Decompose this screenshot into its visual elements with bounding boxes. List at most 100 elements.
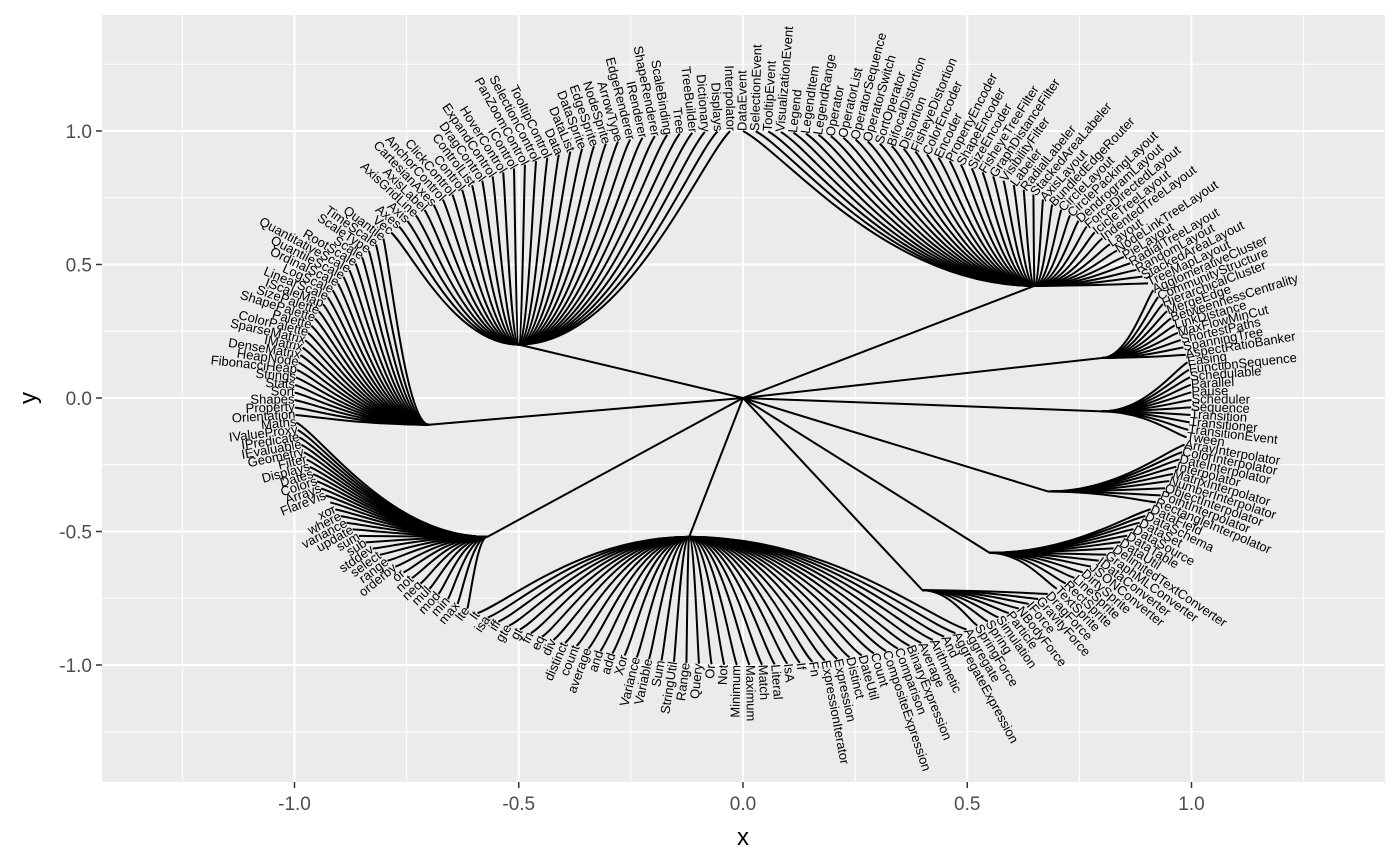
leaf-label: Pause (1191, 383, 1228, 399)
leaf-edge (518, 134, 669, 346)
leaf-label: Sequence (1191, 399, 1250, 416)
leaf-edge (648, 535, 690, 660)
leaf-label: Scheduler (1191, 391, 1250, 406)
leaf-label: Sort (271, 383, 296, 398)
leaf-edge (518, 137, 644, 346)
leaf-edge (1101, 410, 1187, 439)
leaf-edge (672, 535, 691, 662)
leaf-edge (1012, 184, 1036, 287)
leaf-label: Easing (1186, 349, 1227, 369)
leaf-edge (688, 535, 726, 666)
leaf-edge (518, 132, 694, 346)
leaf-label: and (585, 648, 606, 673)
leaf-label: Not (715, 664, 731, 685)
leaf-label: add (598, 651, 619, 676)
leaf-edge (517, 161, 538, 346)
branch-edge (742, 397, 1049, 493)
leaf-label: Filter (277, 451, 309, 472)
branch-edge (742, 397, 991, 554)
leaf-edge (518, 130, 719, 346)
x-tick-label: 0.5 (954, 794, 980, 815)
leaf-edge (1047, 490, 1156, 504)
leaf-label: Minimum (728, 665, 744, 718)
leaf-edge (587, 535, 690, 650)
leaf-edge (922, 589, 978, 627)
leaf-edge (477, 535, 690, 615)
leaf-label: Property (245, 399, 295, 416)
leaf-edge (518, 135, 656, 346)
leaf-label: Xor (611, 653, 631, 677)
leaf-edge (660, 535, 690, 661)
leaf-label: Dictionary (694, 74, 714, 133)
leaf-label: Match (756, 664, 772, 700)
leaf-edge (518, 133, 681, 346)
leaf-edge (375, 244, 430, 426)
leaf-label: Tree (670, 106, 689, 134)
leaf-edge (688, 535, 700, 664)
branch-edge (742, 356, 1102, 399)
leaf-label: Maths (260, 414, 297, 432)
leaf-edge (367, 250, 430, 426)
leaf-label: TooltipEvent (760, 60, 779, 132)
leaf-edge (518, 130, 731, 346)
leaf-edge (599, 535, 690, 652)
leaf-label: Transitioner (1189, 414, 1259, 435)
y-axis-title: y (15, 392, 42, 404)
leaf-edge (382, 238, 430, 426)
leaf-edge (518, 157, 549, 346)
leaf-edge (451, 194, 519, 346)
leaf-edge (471, 184, 520, 346)
leaf-edge (518, 131, 706, 346)
leaf-edge (623, 535, 690, 656)
leaf-label: DataEvent (734, 70, 749, 131)
leaf-edge (517, 164, 526, 346)
leaf-edge (689, 535, 776, 665)
leaf-label: Orientation (231, 406, 295, 425)
leaf-label: Fn (806, 660, 823, 677)
leaf-label: Displays (708, 82, 726, 132)
leaf-edge (688, 535, 738, 666)
leaf-label: Strings (255, 366, 297, 384)
leaf-label: IsA (781, 663, 798, 683)
x-axis-ticks: -1.0 -0.5 0.0 0.5 1.0 (278, 782, 1205, 815)
leaf-edge (441, 199, 519, 346)
y-tick-label: 0.0 (66, 389, 92, 410)
leaf-label: If (793, 662, 809, 671)
leaf-label: Parallel (1191, 374, 1235, 391)
branch-edge (742, 397, 924, 591)
leaf-label: Literal (768, 664, 785, 700)
leaf-edge (518, 154, 560, 346)
leaf-edge (989, 551, 1058, 590)
leaf-edge (1101, 353, 1186, 359)
leaf-label: div (539, 636, 560, 658)
leaf-edge (688, 535, 713, 665)
leaf-edge (461, 189, 519, 346)
leaf-label: SelectionEvent (747, 44, 764, 131)
leaf-edge (689, 535, 751, 666)
leaf-label: Sum (648, 659, 668, 688)
leaf-edge (518, 151, 572, 346)
leaf-label: Interpolator (722, 65, 739, 132)
leaf-edge (518, 145, 595, 346)
leaf-label: Tween (1186, 429, 1226, 449)
leaf-edge (295, 421, 488, 538)
x-tick-label: -1.0 (278, 794, 311, 815)
y-tick-label: 1.0 (66, 122, 92, 143)
y-tick-label: -1.0 (59, 656, 92, 677)
branch-edge (742, 284, 1035, 399)
leaf-edge (512, 168, 520, 346)
leaf-label: eq (528, 633, 548, 653)
leaf-label: Maximum (743, 665, 759, 722)
branch-edge (428, 397, 744, 426)
leaf-edge (1033, 199, 1044, 287)
branch-edge (518, 343, 744, 399)
leaf-label: IMatrix (263, 332, 305, 354)
leaf-label: Or (702, 663, 718, 679)
leaf-label: Stats (265, 375, 296, 391)
leaf-label: Query (687, 662, 705, 699)
branch-edge (688, 397, 744, 538)
leaf-edge (518, 143, 607, 346)
y-tick-label: -0.5 (59, 523, 92, 544)
leaf-edge (1022, 189, 1036, 287)
